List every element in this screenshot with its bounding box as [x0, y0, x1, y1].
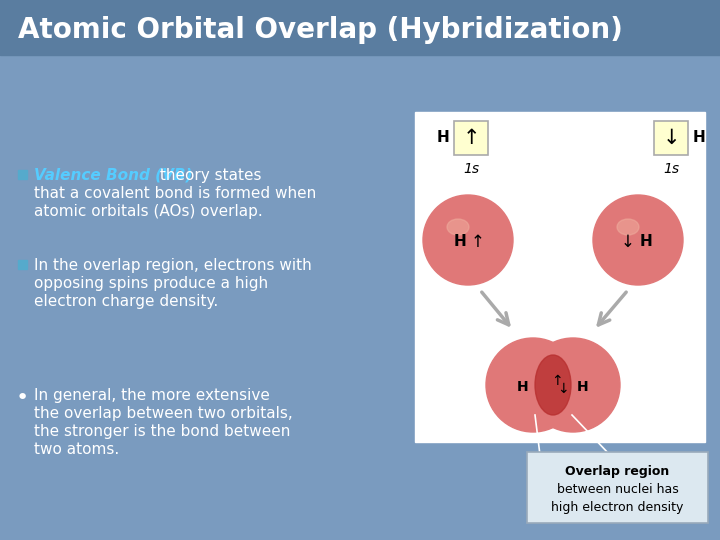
FancyBboxPatch shape — [454, 121, 488, 155]
Text: ↓: ↓ — [662, 128, 680, 148]
Text: atomic orbitals (AOs) overlap.: atomic orbitals (AOs) overlap. — [34, 204, 263, 219]
Text: H: H — [436, 131, 449, 145]
Text: high electron density: high electron density — [552, 501, 684, 514]
Text: Atomic Orbital Overlap (Hybridization): Atomic Orbital Overlap (Hybridization) — [18, 16, 623, 44]
Text: ↑: ↑ — [462, 128, 480, 148]
Ellipse shape — [535, 355, 571, 415]
Text: opposing spins produce a high: opposing spins produce a high — [34, 276, 268, 291]
Text: two atoms.: two atoms. — [34, 442, 120, 457]
Text: the stronger is the bond between: the stronger is the bond between — [34, 424, 290, 439]
Bar — [18, 170, 27, 179]
Ellipse shape — [617, 219, 639, 235]
Ellipse shape — [447, 219, 469, 235]
Text: H: H — [517, 380, 528, 394]
Text: ↓: ↓ — [557, 382, 569, 396]
Circle shape — [593, 195, 683, 285]
Text: the overlap between two orbitals,: the overlap between two orbitals, — [34, 406, 293, 421]
FancyBboxPatch shape — [654, 121, 688, 155]
Text: ↑: ↑ — [471, 233, 485, 251]
Text: H: H — [639, 234, 652, 249]
Text: H: H — [454, 234, 467, 249]
Bar — [0, 0, 720, 55]
Text: H: H — [693, 131, 706, 145]
Text: In general, the more extensive: In general, the more extensive — [34, 388, 270, 403]
Text: 1s: 1s — [463, 162, 479, 176]
Text: •: • — [16, 388, 30, 408]
Text: between nuclei has: between nuclei has — [557, 483, 678, 496]
Text: Overlap region: Overlap region — [565, 465, 670, 478]
Circle shape — [423, 195, 513, 285]
Bar — [415, 112, 705, 442]
Text: that a covalent bond is formed when: that a covalent bond is formed when — [34, 186, 316, 201]
Text: In the overlap region, electrons with: In the overlap region, electrons with — [34, 258, 312, 273]
Text: electron charge density.: electron charge density. — [34, 294, 218, 309]
Bar — [18, 260, 27, 269]
Text: H: H — [577, 380, 589, 394]
Circle shape — [486, 338, 580, 432]
FancyBboxPatch shape — [527, 452, 708, 523]
Text: ↑: ↑ — [552, 374, 563, 388]
Circle shape — [526, 338, 620, 432]
Text: Valence Bond (VB): Valence Bond (VB) — [34, 168, 192, 183]
Text: 1s: 1s — [663, 162, 679, 176]
Text: theory states: theory states — [155, 168, 261, 183]
Text: ↓: ↓ — [621, 233, 635, 251]
